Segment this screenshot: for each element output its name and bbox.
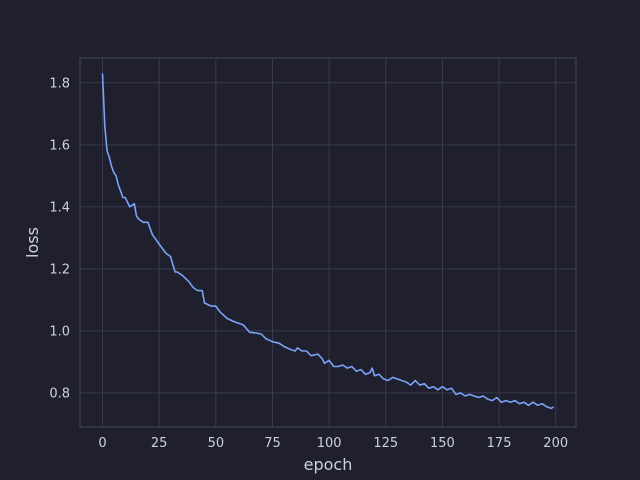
y-tick-label: 0.8 — [49, 386, 70, 401]
x-tick-label: 25 — [151, 436, 168, 451]
x-tick-label: 150 — [430, 436, 455, 451]
x-tick-label: 200 — [543, 436, 568, 451]
x-tick-label: 175 — [487, 436, 512, 451]
y-tick-label: 1.8 — [49, 76, 70, 91]
x-tick-label: 75 — [264, 436, 281, 451]
x-tick-label: 50 — [208, 436, 225, 451]
series — [101, 73, 554, 410]
loss-series-line — [101, 73, 554, 410]
x-tick-label: 125 — [373, 436, 398, 451]
x-tick-label: 0 — [98, 436, 106, 451]
y-tick-label: 1.6 — [49, 138, 70, 153]
x-tick-label: 100 — [317, 436, 342, 451]
x-axis-label: epoch — [304, 455, 353, 474]
y-tick-label: 1.0 — [49, 324, 70, 339]
y-tick-label: 1.2 — [49, 262, 70, 277]
grid — [80, 58, 576, 427]
y-axis-label: loss — [23, 227, 42, 258]
tick-labels: 0 25 50 75 100 125 150 175 200 0.8 1.0 1.2 1.4 1.6 1.8 — [49, 76, 568, 451]
y-tick-label: 1.4 — [49, 200, 70, 215]
plot-area-frame — [79, 57, 577, 428]
